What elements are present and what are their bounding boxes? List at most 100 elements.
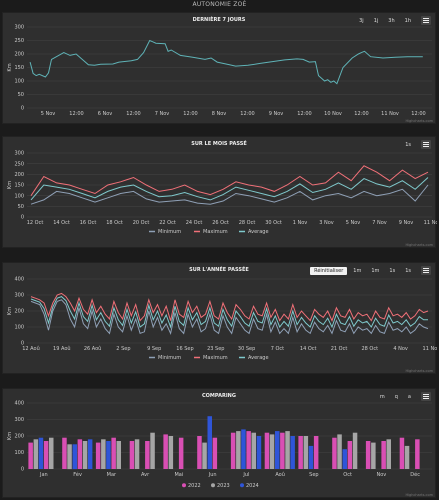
bar-2023: [251, 432, 256, 469]
x-tick-label: Mai: [174, 472, 183, 478]
y-tick-label: 300: [14, 293, 24, 299]
chart-title: DERNIÈRE 7 JOURS: [192, 17, 246, 23]
bar-2024: [256, 436, 262, 469]
period-quarter-button[interactable]: q: [394, 394, 398, 400]
range-1m-button-2[interactable]: 1m: [371, 268, 380, 274]
y-tick-label: 100: [14, 193, 24, 199]
bar-2024: [290, 436, 295, 469]
x-tick-label: Mar: [107, 472, 117, 478]
x-tick-label: 12:00: [69, 111, 83, 117]
bar-2024: [72, 444, 77, 470]
range-1s-button-2[interactable]: 1s: [405, 268, 411, 274]
menu-icon[interactable]: [421, 266, 431, 275]
bar-2023: [168, 436, 174, 469]
bar-2024: [207, 416, 212, 469]
bar-2022: [212, 437, 218, 469]
bar-2022: [129, 441, 135, 469]
x-tick-label: 4 Nov: [393, 346, 408, 352]
y-tick-label: 100: [14, 79, 24, 85]
credit-label: Highcharts.com: [405, 243, 433, 247]
bar-2024: [87, 439, 93, 469]
range-3j-button[interactable]: 3j: [359, 18, 364, 24]
bar-2022: [246, 431, 251, 469]
y-tick-label: 200: [14, 434, 24, 440]
menu-icon[interactable]: [421, 140, 431, 149]
chart-svg: 0 100 200 300 400 Km Jan Fév Mar Avr Mai Jun Jul Aoû S…: [7, 401, 434, 497]
y-tick-label: 200: [14, 309, 24, 315]
bar-2024: [38, 437, 44, 469]
bar-2024: [106, 441, 111, 469]
x-tick-label: 12:00: [354, 111, 368, 117]
legend-label-2024: 2024: [246, 483, 259, 489]
legend-label-average: Average: [248, 355, 269, 361]
series-line-minimum: [30, 184, 429, 205]
y-tick-label: 250: [14, 161, 24, 167]
x-tick-label: 11 Nov: [381, 111, 399, 117]
bar-2024: [241, 429, 246, 469]
credit-label: Highcharts.com: [405, 493, 433, 497]
y-tick-label: 0: [21, 106, 24, 112]
chart-svg: 0 50 100 150 200 250 300 Km 12 Oct 14 Oct 16 Oct 18…: [7, 151, 437, 247]
menu-icon[interactable]: [421, 16, 431, 25]
chart-svg: 0 50 100 150 200 250 300 Km 5 Nov 12:00 6 Nov 12:00…: [7, 25, 434, 123]
legend-swatch: [211, 483, 215, 488]
legend-label-minimum: Minimum: [158, 229, 181, 235]
x-tick-label: 11 Nov: [424, 220, 437, 226]
bar-2023: [285, 431, 290, 469]
bar-2022: [178, 437, 184, 469]
x-tick-label: 6 Nov: [98, 111, 113, 117]
y-tick-label: 300: [14, 151, 24, 157]
x-tick-label: 12:00: [240, 111, 254, 117]
x-tick-label: Sep: [309, 472, 318, 478]
range-3h-button[interactable]: 3h: [388, 18, 395, 24]
chart-title: COMPARING: [202, 393, 236, 399]
x-tick-label: 5 Nov: [41, 111, 56, 117]
range-1s-button[interactable]: 1s: [405, 142, 411, 148]
x-tick-label: Jun: [208, 472, 217, 478]
x-tick-label: Aoû: [275, 471, 285, 478]
range-1m-button[interactable]: 1m: [353, 268, 362, 274]
panel-last-7-days: DERNIÈRE 7 JOURS 3j 1j 3h 1h 0 50 100 150 20…: [2, 12, 436, 124]
panel-last-month: SUR LE MOIS PASSÉ 1s 0 50 100 150 200 250 300 K…: [2, 136, 437, 248]
x-tick-label: 20 Oct: [133, 220, 150, 226]
x-tick-label: 23 Sep: [207, 346, 224, 352]
chart-title: SUR L'ANNÉE PASSÉE: [189, 267, 249, 273]
bar-2023: [337, 434, 342, 469]
y-axis-label: Km: [7, 181, 13, 189]
app-title: AUTONOMIE ZOÉ: [192, 1, 247, 8]
bar-2023: [386, 439, 391, 469]
legend-label-maximum: Maximum: [203, 355, 228, 361]
period-month-button[interactable]: m: [379, 394, 385, 400]
bar-2023: [82, 441, 88, 469]
legend-swatch: [240, 483, 244, 488]
x-tick-label: 9 Nov: [269, 111, 284, 117]
range-1s-button[interactable]: 1s: [389, 268, 396, 274]
x-tick-label: 21 Oct: [331, 346, 348, 352]
y-tick-label: 200: [14, 172, 24, 178]
bar-2024: [308, 445, 314, 469]
x-tick-label: 30 Sep: [238, 346, 255, 352]
range-1j-button[interactable]: 1j: [373, 18, 379, 24]
x-tick-label: 26 Aoû: [84, 345, 102, 352]
y-tick-label: 100: [14, 450, 24, 456]
panel-comparing: COMPARING m q a 0 100 200 300 400 Km Jan Fév Mar…: [2, 388, 436, 498]
y-tick-label: 200: [14, 52, 24, 58]
bar-2022: [264, 432, 270, 469]
x-tick-label: Fév: [73, 471, 82, 478]
y-tick-label: 0: [21, 341, 24, 347]
y-tick-label: 300: [14, 25, 24, 31]
bar-2023: [303, 436, 309, 469]
chart-title: SUR LE MOIS PASSÉ: [191, 141, 247, 147]
bar-2022: [415, 439, 420, 469]
bar-2022: [313, 436, 319, 469]
x-tick-label: 16 Oct: [80, 220, 97, 226]
menu-icon[interactable]: [421, 392, 431, 401]
x-tick-label: 12 Oct: [27, 220, 44, 226]
x-tick-label: Déc: [410, 471, 420, 478]
y-tick-label: 0: [21, 215, 24, 221]
period-year-button[interactable]: a: [407, 394, 411, 400]
x-tick-label: 16 Sep: [176, 346, 193, 352]
range-1h-button[interactable]: 1h: [404, 18, 411, 24]
reset-zoom-button[interactable]: Réinitialiser: [310, 267, 348, 275]
legend-label-average: Average: [248, 229, 269, 235]
